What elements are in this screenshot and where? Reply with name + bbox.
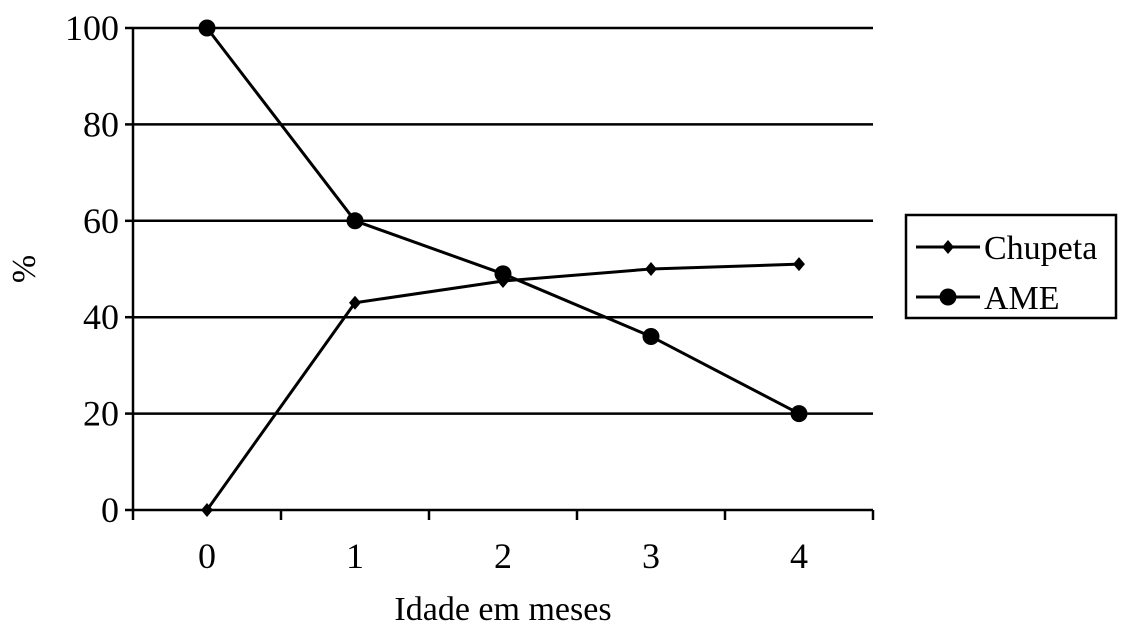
data-point-ame bbox=[198, 19, 216, 37]
data-point-chupeta bbox=[645, 262, 657, 276]
legend-label-chupeta: Chupeta bbox=[984, 230, 1097, 267]
legend: Chupeta AME bbox=[904, 213, 1118, 320]
legend-items: Chupeta AME bbox=[916, 230, 1097, 317]
legend-item-ame: AME bbox=[916, 280, 1060, 317]
y-tick-label: 20 bbox=[83, 394, 119, 434]
data-point-chupeta bbox=[349, 295, 361, 310]
data-point-ame bbox=[494, 265, 512, 283]
gridlines bbox=[133, 26, 873, 415]
y-tick-label: 100 bbox=[65, 8, 119, 48]
x-tick-label: 1 bbox=[346, 536, 364, 576]
data-point-ame bbox=[642, 327, 660, 345]
x-tick-label: 4 bbox=[790, 536, 808, 576]
legend-marker-ame bbox=[939, 288, 957, 306]
data-point-ame bbox=[346, 212, 364, 230]
series-line-chupeta bbox=[205, 262, 800, 511]
y-tick-label: 60 bbox=[83, 201, 119, 241]
legend-marker-chupeta bbox=[942, 240, 954, 254]
x-tick-label: 2 bbox=[494, 536, 512, 576]
y-tick-label: 80 bbox=[83, 104, 119, 144]
y-tick-label: 0 bbox=[101, 490, 119, 530]
series bbox=[198, 19, 808, 517]
legend-item-chupeta: Chupeta bbox=[916, 230, 1097, 267]
series-ame bbox=[198, 19, 808, 423]
y-tick-label: 40 bbox=[83, 297, 119, 337]
data-point-ame bbox=[790, 405, 808, 423]
x-axis-title: Idade em meses bbox=[394, 591, 611, 626]
series-chupeta bbox=[201, 257, 805, 517]
x-tick-label: 0 bbox=[198, 536, 216, 576]
x-tick-label: 3 bbox=[642, 536, 660, 576]
axes bbox=[131, 28, 873, 512]
data-point-chupeta bbox=[793, 257, 805, 272]
axis-ticks: 0 20 40 60 80 100 0 1 2 3 4 bbox=[65, 8, 875, 576]
y-axis-title: % bbox=[6, 255, 43, 283]
legend-label-ame: AME bbox=[984, 280, 1060, 317]
data-point-chupeta bbox=[201, 503, 213, 517]
